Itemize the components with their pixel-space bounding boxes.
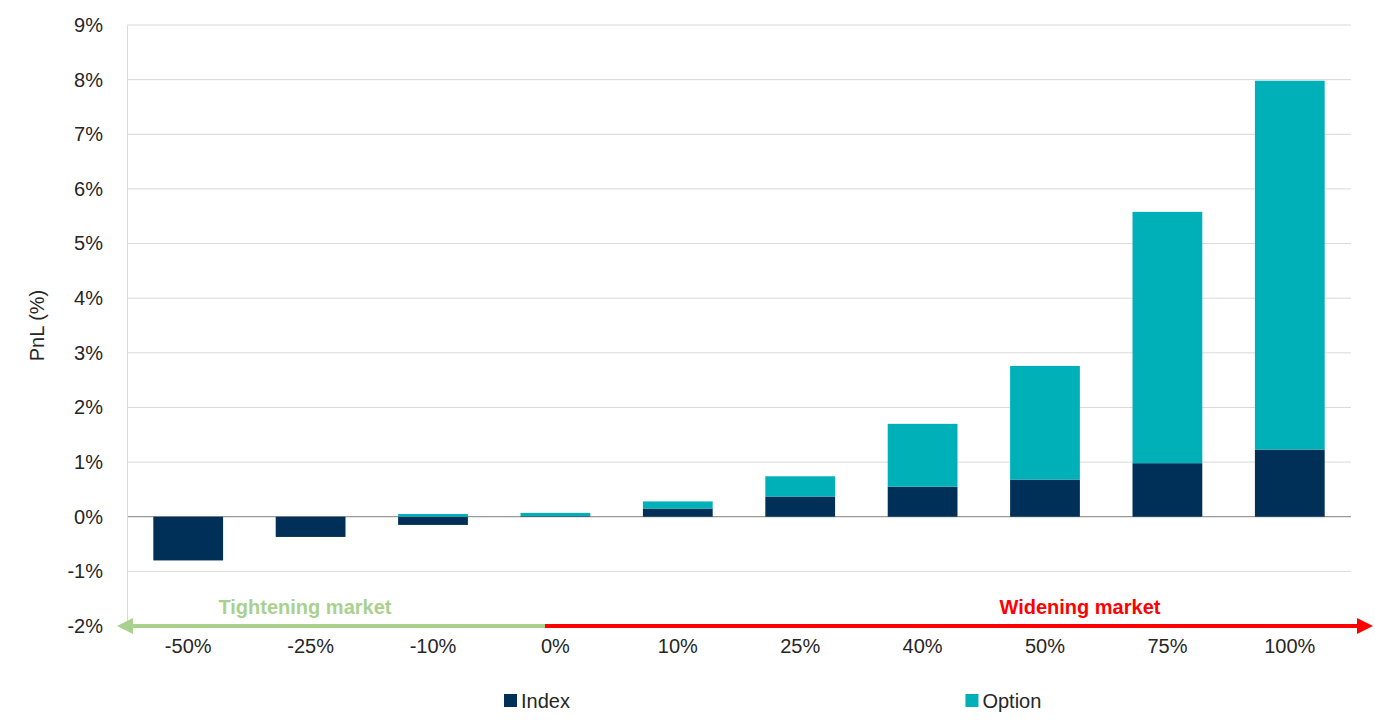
bar: [1010, 480, 1080, 517]
bar: [1255, 81, 1325, 450]
y-tick-label: 0%: [74, 506, 103, 528]
grid-line: [127, 25, 1351, 26]
y-tick: 0%: [74, 506, 127, 528]
bar: [765, 497, 835, 517]
y-tick-label: -2%: [67, 615, 103, 637]
annotation-arrow: [545, 624, 1365, 628]
bar: [398, 514, 468, 517]
legend-label: Option: [982, 690, 1041, 712]
y-tick: 8%: [74, 69, 127, 91]
y-tick-label: 6%: [74, 178, 103, 200]
bar: [643, 509, 713, 517]
y-axis-line: [127, 26, 128, 627]
series-bars: [153, 450, 1324, 561]
x-axis: -50% -25% -10% 0% 10% 25% 40% 50% 75% 100%: [128, 626, 1352, 657]
bars: [153, 81, 1324, 561]
bar: [153, 516, 223, 517]
grid-line: [127, 134, 1351, 135]
legend-swatch: [504, 694, 517, 707]
y-tick: 5%: [74, 232, 127, 254]
y-tick: 6%: [74, 178, 127, 200]
grid-line: [127, 188, 1351, 189]
bar: [398, 517, 468, 525]
y-tick-label: 9%: [74, 14, 103, 36]
bar: [1010, 366, 1080, 480]
y-tick: 7%: [74, 123, 127, 145]
y-tick-label: 5%: [74, 232, 103, 254]
legend-swatch: [965, 694, 978, 707]
legend-label: Index: [521, 690, 570, 712]
x-tick-label: 25%: [780, 635, 820, 657]
x-tick-label: 10%: [658, 635, 698, 657]
bar: [888, 487, 958, 517]
x-tick: 100%: [1264, 626, 1315, 657]
bar: [276, 517, 346, 537]
chart: -2% -1% 0% 1% 2% 3% 4% 5% 6% 7% 8% 9% PnL (%) -50% -25…: [0, 0, 1375, 728]
y-tick-label: 7%: [74, 123, 103, 145]
y-tick: 1%: [74, 451, 127, 473]
bar: [765, 476, 835, 496]
x-tick-label: 50%: [1025, 635, 1065, 657]
y-tick: 3%: [74, 342, 127, 364]
annotation: Widening market: [999, 596, 1160, 618]
grid: [127, 25, 1351, 626]
bar: [888, 424, 958, 487]
x-tick: 10%: [658, 626, 698, 657]
y-tick: -1%: [67, 560, 127, 582]
x-tick: 75%: [1147, 626, 1187, 657]
y-axis: -2% -1% 0% 1% 2% 3% 4% 5% 6% 7% 8% 9%: [67, 14, 127, 637]
x-tick-label: -10%: [410, 635, 457, 657]
bar: [643, 501, 713, 508]
x-tick-label: 75%: [1147, 635, 1187, 657]
series-bars: [398, 81, 1325, 517]
x-tick-label: 40%: [903, 635, 943, 657]
y-tick: 9%: [74, 14, 127, 36]
grid-line: [127, 571, 1351, 572]
x-tick: -25%: [287, 626, 334, 657]
y-tick-label: 4%: [74, 287, 103, 309]
bar: [276, 516, 346, 517]
bar: [1255, 450, 1325, 517]
bar: [521, 513, 591, 516]
y-tick: 4%: [74, 287, 127, 309]
x-tick-label: 100%: [1264, 635, 1315, 657]
y-tick-label: 1%: [74, 451, 103, 473]
bar: [1133, 463, 1203, 517]
x-tick-label: 0%: [541, 635, 570, 657]
y-tick-label: 2%: [74, 396, 103, 418]
bar: [1133, 212, 1203, 463]
legend: Index Option: [504, 690, 1041, 712]
y-tick-label: 3%: [74, 342, 103, 364]
annotation-arrow: [125, 624, 545, 628]
x-tick: -10%: [410, 626, 457, 657]
y-axis-title: PnL (%): [26, 290, 48, 362]
x-tick-label: -50%: [165, 635, 212, 657]
x-tick: 0%: [541, 626, 570, 657]
y-tick-label: 8%: [74, 69, 103, 91]
x-tick: 40%: [903, 626, 943, 657]
x-tick: 25%: [780, 626, 820, 657]
legend-item: Option: [965, 690, 1041, 712]
legend-item: Index: [504, 690, 570, 712]
x-tick-label: -25%: [287, 635, 334, 657]
y-tick: -2%: [67, 615, 127, 637]
bar: [153, 517, 223, 561]
y-tick: 2%: [74, 396, 127, 418]
y-tick-label: -1%: [67, 560, 103, 582]
x-tick: 50%: [1025, 626, 1065, 657]
annotation: Tightening market: [218, 596, 391, 618]
x-tick: -50%: [165, 626, 212, 657]
grid-line: [127, 79, 1351, 80]
